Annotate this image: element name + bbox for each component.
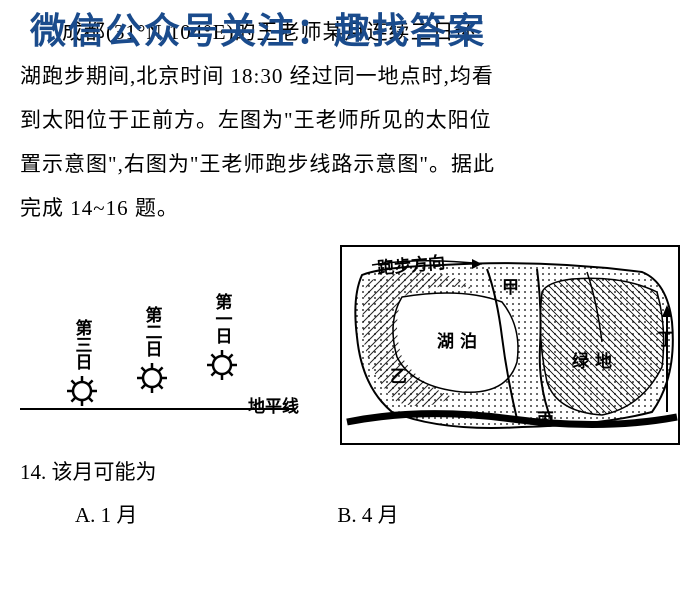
route-map-diagram: 跑步方向 甲 乙 丙 丁 湖泊 绿地 <box>340 245 680 445</box>
passage-line-3: 到太阳位于正前方。左图为"王老师所见的太阳位 <box>20 98 680 142</box>
question-text: 该月可能为 <box>52 460 157 484</box>
sun-icon <box>65 374 99 408</box>
green-label: 绿地 <box>572 347 618 372</box>
sun-day-2: 第二日 <box>135 306 169 395</box>
sun-label-3: 第三日 <box>70 319 95 370</box>
question-14: 14. 该月可能为 <box>20 453 680 493</box>
location-ding: 丁 <box>657 325 674 350</box>
passage-line-5: 完成 14~16 题。 <box>20 186 680 230</box>
location-bing: 丙 <box>537 405 554 430</box>
option-b: B. 4 月 <box>337 499 398 529</box>
sun-label-2: 第二日 <box>140 306 165 357</box>
sun-day-3: 第三日 <box>65 319 99 408</box>
sun-label-1: 第一日 <box>210 293 235 344</box>
option-a: A. 1 月 <box>75 499 137 529</box>
sun-position-diagram: 第三日 第二日 <box>20 265 310 445</box>
sun-icon <box>135 361 169 395</box>
passage-line-2: 湖跑步期间,北京时间 18:30 经过同一地点时,均看 <box>20 54 680 98</box>
watermark-overlay: 微信公众号关注：趣找答案 <box>30 2 486 54</box>
sun-icon <box>205 348 239 382</box>
location-jia: 甲 <box>502 273 519 298</box>
location-yi: 乙 <box>390 362 407 387</box>
question-number: 14. <box>20 460 46 484</box>
passage-line-4: 置示意图",右图为"王老师跑步线路示意图"。据此 <box>20 142 680 186</box>
sun-day-1: 第一日 <box>205 293 239 382</box>
horizon-label: 地平线 <box>248 392 299 417</box>
lake-label: 湖泊 <box>437 327 483 352</box>
diagrams-container: 第三日 第二日 <box>20 235 680 445</box>
options-row: A. 1 月 B. 4 月 <box>20 499 680 529</box>
